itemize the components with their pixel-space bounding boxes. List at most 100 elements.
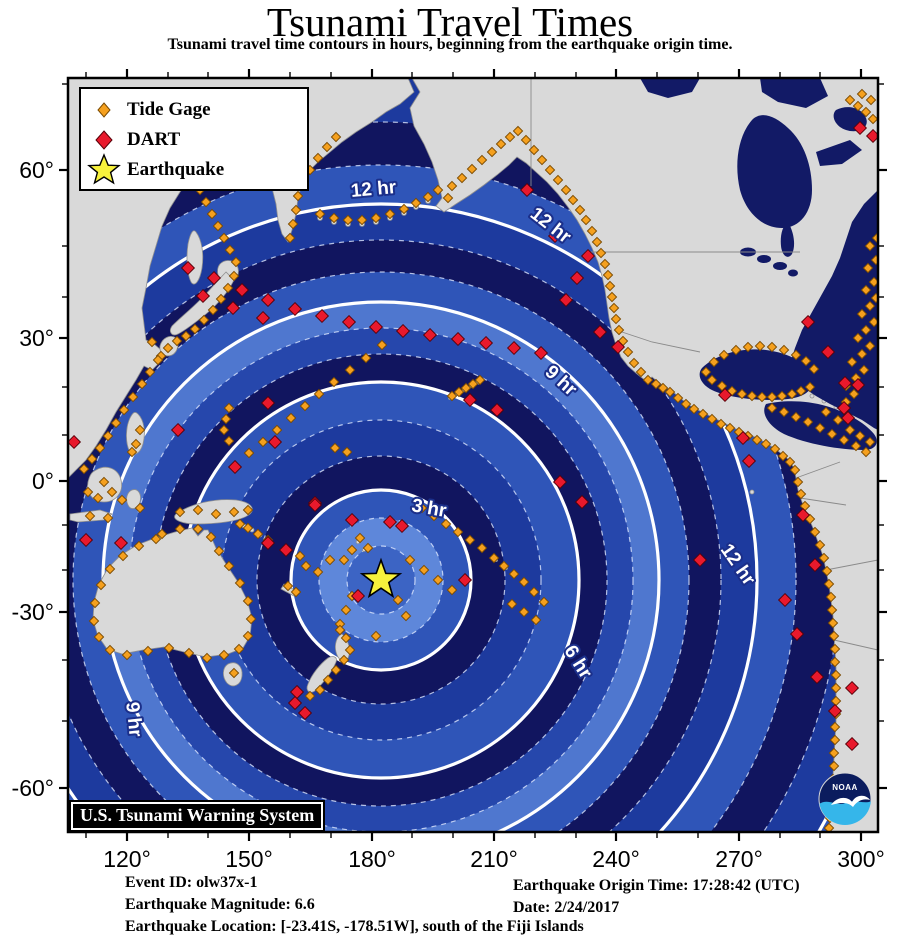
tide-gage-point bbox=[628, 357, 640, 369]
earthquake-star-icon bbox=[81, 153, 127, 187]
dart-point bbox=[278, 542, 294, 558]
tide-gage-point bbox=[864, 436, 876, 448]
contour-label-9hr: 9 hr bbox=[121, 701, 146, 738]
tide-gage-point bbox=[864, 340, 876, 352]
lat-axis-label: 60° bbox=[19, 157, 54, 183]
contour-thick-12hr bbox=[68, 202, 759, 832]
tide-gage-point bbox=[790, 349, 802, 361]
tide-gage-point bbox=[736, 388, 748, 400]
tide-gage-point bbox=[708, 356, 720, 368]
tide-gage-point bbox=[314, 208, 326, 220]
tide-gage-point bbox=[142, 645, 154, 657]
tide-gage-point bbox=[552, 174, 564, 186]
tide-gage-point bbox=[586, 225, 598, 237]
tide-gage-point bbox=[384, 208, 396, 220]
tide-gage-point bbox=[88, 615, 100, 627]
dart-point bbox=[840, 410, 856, 426]
tide-gage-point bbox=[512, 125, 524, 137]
tide-gage-point bbox=[98, 476, 110, 488]
tide-gage-point bbox=[786, 388, 798, 400]
tide-gage-point bbox=[338, 654, 350, 666]
tide-gage-point bbox=[220, 413, 232, 425]
tide-gage-point bbox=[370, 630, 382, 642]
tide-gage-point bbox=[312, 566, 324, 578]
map-frame bbox=[66, 76, 880, 834]
tide-gage-point bbox=[252, 528, 264, 540]
tide-gage-point bbox=[222, 282, 234, 294]
tide-gage-point bbox=[192, 523, 204, 535]
water-great-lake bbox=[757, 255, 771, 263]
tide-gage-point bbox=[766, 402, 778, 414]
tide-gage-point bbox=[700, 366, 712, 378]
dart-point bbox=[478, 335, 494, 351]
border-south-america bbox=[799, 497, 847, 506]
dart-point bbox=[287, 695, 303, 711]
tide-gage-point bbox=[795, 385, 807, 397]
tide-gage-point bbox=[742, 341, 754, 353]
tide-gage-point bbox=[223, 560, 235, 572]
tide-gage-point bbox=[506, 598, 518, 610]
tide-gage-point bbox=[218, 232, 230, 244]
lat-axis-label: -60° bbox=[12, 775, 54, 801]
tide-gage-point bbox=[486, 146, 498, 158]
tide-gage-point bbox=[126, 446, 138, 458]
tide-gage-point bbox=[724, 422, 736, 434]
tide-gage-point bbox=[706, 374, 718, 386]
tide-gage-point bbox=[78, 463, 90, 475]
tide-gage-point bbox=[706, 413, 718, 425]
dart-point bbox=[307, 497, 323, 513]
tide-gage-point bbox=[795, 488, 807, 500]
dart-point bbox=[800, 314, 816, 330]
tide-gage-point bbox=[823, 822, 835, 832]
tide-gage-point bbox=[650, 378, 662, 390]
tide-gage-point bbox=[422, 191, 434, 203]
contour-dashed-10hr bbox=[72, 271, 690, 832]
tide-gage-point bbox=[860, 284, 872, 296]
legend-label-earthquake: Earthquake bbox=[127, 159, 225, 180]
tide-gage-point bbox=[856, 308, 868, 320]
tide-gage-point bbox=[213, 545, 225, 557]
dart-point bbox=[113, 535, 129, 551]
tide-gage-point bbox=[432, 184, 444, 196]
tide-gage-point bbox=[300, 560, 312, 572]
tide-gage-point bbox=[613, 324, 625, 336]
tide-gage-point bbox=[809, 526, 821, 538]
dart-point bbox=[844, 680, 860, 696]
tide-gage-point bbox=[341, 446, 353, 458]
tide-gage-point bbox=[344, 644, 356, 656]
tide-gage-point bbox=[466, 163, 478, 175]
tide-gage-point bbox=[528, 586, 540, 598]
legend-row-tide-gage: Tide Gage bbox=[81, 95, 307, 125]
tide-gage-point bbox=[642, 374, 654, 386]
tide-gage-point bbox=[328, 212, 340, 224]
tide-gage-point bbox=[346, 544, 358, 556]
water-james-bay bbox=[780, 222, 795, 257]
dart-point bbox=[844, 736, 860, 752]
tide-gage-point bbox=[504, 131, 516, 143]
page-title: Tsunami Travel Times bbox=[266, 0, 634, 45]
dart-point bbox=[206, 270, 222, 286]
tide-gage-point bbox=[329, 442, 341, 454]
tide-gage-point bbox=[210, 508, 222, 520]
footer-date: Date: 2/24/2017 bbox=[513, 899, 620, 916]
tide-gage-point bbox=[446, 390, 458, 402]
tide-gage-point bbox=[604, 280, 616, 292]
dart-point bbox=[234, 282, 250, 298]
dart-point bbox=[777, 592, 793, 608]
tide-gage-point bbox=[800, 355, 812, 367]
tide-gage-point bbox=[340, 604, 352, 616]
dart-point bbox=[457, 572, 473, 588]
tide-gage-point bbox=[282, 580, 294, 592]
dart-point bbox=[580, 248, 596, 264]
tide-gage-point bbox=[416, 502, 428, 514]
border-south-america bbox=[795, 461, 841, 479]
tide-gage-point bbox=[144, 366, 156, 378]
tide-gage-point bbox=[664, 386, 676, 398]
tide-gage-point bbox=[285, 412, 297, 424]
tide-gage-point bbox=[766, 391, 778, 403]
tide-gage-point bbox=[599, 258, 611, 270]
dart-point bbox=[260, 395, 276, 411]
legend-row-earthquake: Earthquake bbox=[81, 153, 307, 187]
tide-gage-point bbox=[338, 554, 350, 566]
